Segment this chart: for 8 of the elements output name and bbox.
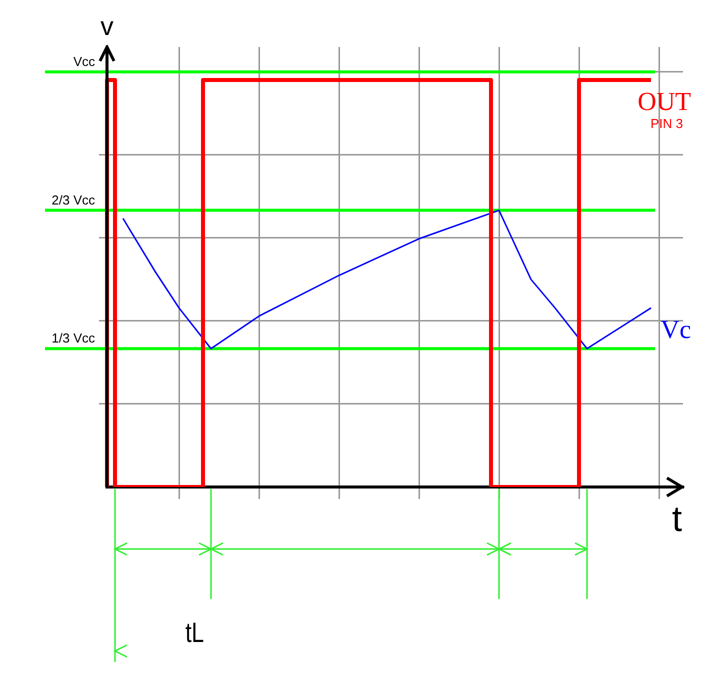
x-axis-title: t bbox=[672, 498, 682, 539]
y-axis-title: v bbox=[100, 11, 114, 41]
ref-line-label: 1/3 Vcc bbox=[52, 330, 96, 346]
annotation: PIN 3 bbox=[650, 116, 683, 132]
series-label: OUT bbox=[638, 87, 692, 116]
ref-line-label: Vcc bbox=[73, 54, 96, 69]
series-label: Vc bbox=[660, 314, 691, 344]
ref-line-label: 2/3 Vcc bbox=[52, 192, 96, 208]
